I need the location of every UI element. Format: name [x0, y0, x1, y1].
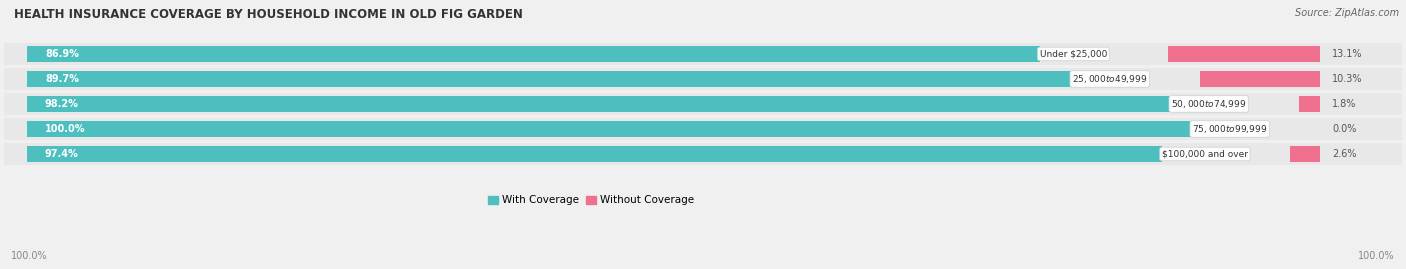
Text: 89.7%: 89.7% — [45, 74, 79, 84]
Text: 1.8%: 1.8% — [1331, 99, 1357, 109]
Bar — [1299, 96, 1320, 112]
Text: 86.9%: 86.9% — [45, 49, 79, 59]
Bar — [4, 43, 1402, 65]
Text: $75,000 to $99,999: $75,000 to $99,999 — [1192, 123, 1267, 135]
Bar — [28, 46, 1039, 62]
Text: 100.0%: 100.0% — [11, 251, 48, 261]
Bar — [28, 146, 1161, 162]
Legend: With Coverage, Without Coverage: With Coverage, Without Coverage — [484, 191, 699, 210]
Text: $50,000 to $74,999: $50,000 to $74,999 — [1171, 98, 1246, 110]
Bar — [28, 121, 1192, 137]
Text: 0.0%: 0.0% — [1331, 124, 1357, 134]
Text: 97.4%: 97.4% — [45, 149, 79, 159]
Text: 13.1%: 13.1% — [1331, 49, 1362, 59]
Text: 10.3%: 10.3% — [1331, 74, 1362, 84]
Bar — [28, 96, 1171, 112]
Text: 2.6%: 2.6% — [1331, 149, 1357, 159]
Bar — [4, 93, 1402, 115]
Bar — [4, 143, 1402, 165]
Text: HEALTH INSURANCE COVERAGE BY HOUSEHOLD INCOME IN OLD FIG GARDEN: HEALTH INSURANCE COVERAGE BY HOUSEHOLD I… — [14, 8, 523, 21]
Text: 98.2%: 98.2% — [45, 99, 79, 109]
Bar — [28, 71, 1073, 87]
Bar — [1291, 146, 1320, 162]
Bar — [1168, 46, 1320, 62]
Text: 100.0%: 100.0% — [45, 124, 86, 134]
Bar — [1201, 71, 1320, 87]
Text: Under $25,000: Under $25,000 — [1039, 49, 1107, 58]
Text: $100,000 and over: $100,000 and over — [1161, 150, 1249, 158]
Text: Source: ZipAtlas.com: Source: ZipAtlas.com — [1295, 8, 1399, 18]
Bar — [4, 68, 1402, 90]
Text: 100.0%: 100.0% — [1358, 251, 1395, 261]
Text: $25,000 to $49,999: $25,000 to $49,999 — [1073, 73, 1147, 85]
Bar — [4, 118, 1402, 140]
